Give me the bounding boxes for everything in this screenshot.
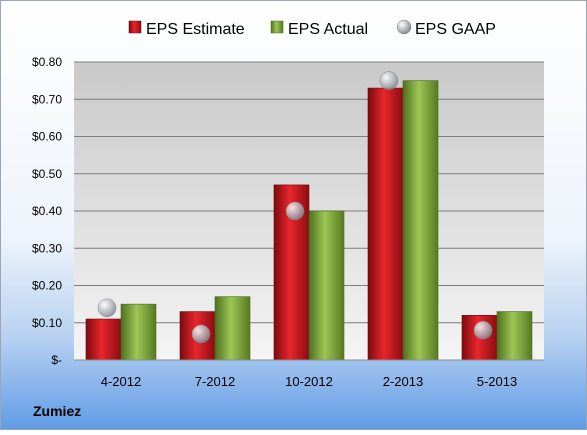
- bar-eps-actual: [402, 80, 439, 361]
- marker-eps-gaap: [97, 298, 117, 318]
- marker-eps-gaap: [473, 320, 493, 340]
- x-tick-label: 2-2013: [383, 374, 423, 389]
- legend: EPS Estimate EPS Actual EPS GAAP: [128, 19, 496, 38]
- y-tick-label: $0.30: [32, 241, 62, 255]
- x-axis-tick-labels: 4-2012 7-2012 10-2012 2-2013 5-2013: [101, 374, 517, 389]
- y-tick-label: $-: [51, 353, 62, 367]
- footer-label: Zumiez: [33, 403, 81, 419]
- bar-eps-actual: [120, 303, 157, 361]
- bar-eps-actual: [214, 296, 251, 361]
- bars: [85, 80, 533, 361]
- y-tick-label: $0.60: [32, 130, 62, 144]
- bar-eps-actual: [308, 210, 345, 361]
- marker-eps-gaap: [379, 71, 399, 90]
- x-tick-label: 7-2012: [195, 374, 235, 389]
- gaap-markers: [97, 71, 493, 344]
- y-axis-tick-labels: $- $0.10 $0.20 $0.30 $0.40 $0.50 $0.60 $0.70 $0.…: [32, 55, 62, 367]
- legend-label: EPS Actual: [288, 21, 368, 38]
- bar-eps-actual: [496, 311, 533, 361]
- y-tick-label: $0.10: [32, 316, 62, 330]
- legend-swatch: [128, 20, 142, 34]
- marker-eps-gaap: [191, 324, 211, 344]
- legend-label: EPS GAAP: [415, 21, 496, 38]
- legend-swatch: [270, 20, 284, 34]
- bar-eps-estimate: [367, 87, 404, 361]
- bar-eps-estimate: [85, 318, 122, 361]
- legend-label: EPS Estimate: [146, 21, 245, 38]
- x-tick-label: 10-2012: [285, 374, 333, 389]
- legend-swatch: [396, 19, 412, 35]
- x-tick-label: 5-2013: [477, 374, 517, 389]
- y-tick-label: $0.50: [32, 167, 62, 181]
- y-tick-label: $0.20: [32, 279, 62, 293]
- x-tick-label: 4-2012: [101, 374, 141, 389]
- marker-eps-gaap: [285, 201, 305, 221]
- y-tick-label: $0.80: [32, 55, 62, 69]
- y-tick-label: $0.40: [32, 204, 62, 218]
- y-tick-label: $0.70: [32, 92, 62, 106]
